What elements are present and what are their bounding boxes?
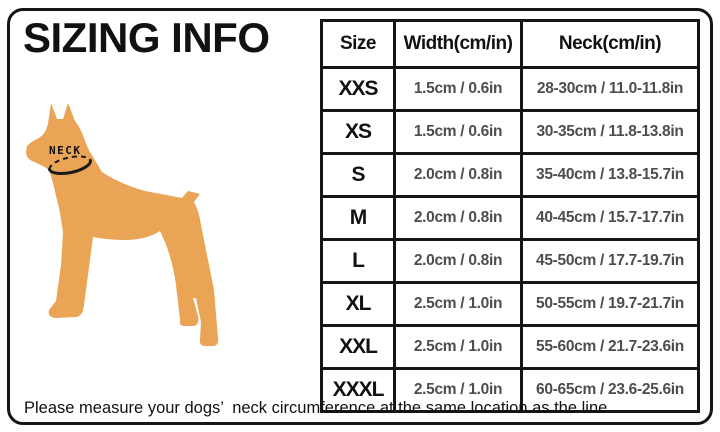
neck-cell: 28-30cm / 11.0-11.8in	[520, 66, 700, 112]
neck-line-dashed	[48, 155, 92, 170]
size-cell: XXXL	[320, 367, 396, 413]
size-cell: XXS	[320, 66, 396, 112]
neck-cell: 45-50cm / 17.7-19.7in	[520, 238, 700, 284]
size-cell: XL	[320, 281, 396, 327]
width-cell: 1.5cm / 0.6in	[393, 66, 523, 112]
table-row: XS 1.5cm / 0.6in 30-35cm / 11.8-13.8in	[320, 109, 700, 155]
width-cell: 2.0cm / 0.8in	[393, 152, 523, 198]
table-row: XXXL 2.5cm / 1.0in 60-65cm / 23.6-25.6in	[320, 367, 700, 413]
size-cell: XS	[320, 109, 396, 155]
neck-cell: 30-35cm / 11.8-13.8in	[520, 109, 700, 155]
neck-cell: 35-40cm / 13.8-15.7in	[520, 152, 700, 198]
size-cell: S	[320, 152, 396, 198]
sizing-table: Size Width(cm/in) Neck(cm/in) XXS 1.5cm …	[320, 19, 700, 413]
column-header-neck: Neck(cm/in)	[520, 19, 700, 69]
width-cell: 2.0cm / 0.8in	[393, 195, 523, 241]
dog-illustration: NECK	[26, 103, 219, 346]
table-row: XXS 1.5cm / 0.6in 28-30cm / 11.0-11.8in	[320, 66, 700, 112]
neck-cell: 40-45cm / 15.7-17.7in	[520, 195, 700, 241]
width-cell: 2.5cm / 1.0in	[393, 324, 523, 370]
width-cell: 2.5cm / 1.0in	[393, 281, 523, 327]
column-header-size: Size	[320, 19, 396, 69]
width-cell: 1.5cm / 0.6in	[393, 109, 523, 155]
width-cell: 2.5cm / 1.0in	[393, 367, 523, 413]
table-row: XXL 2.5cm / 1.0in 55-60cm / 21.7-23.6in	[320, 324, 700, 370]
neck-cell: 55-60cm / 21.7-23.6in	[520, 324, 700, 370]
width-cell: 2.0cm / 0.8in	[393, 238, 523, 284]
page-title: SIZING INFO	[23, 14, 270, 61]
neck-label: NECK	[49, 144, 82, 157]
size-cell: L	[320, 238, 396, 284]
neck-cell: 50-55cm / 19.7-21.7in	[520, 281, 700, 327]
table-row: L 2.0cm / 0.8in 45-50cm / 17.7-19.7in	[320, 238, 700, 284]
table-row: S 2.0cm / 0.8in 35-40cm / 13.8-15.7in	[320, 152, 700, 198]
size-cell: M	[320, 195, 396, 241]
measurement-note: Please measure your dogs’ neck circumfer…	[24, 399, 612, 417]
column-header-width: Width(cm/in)	[393, 19, 523, 69]
neck-line-solid	[48, 159, 92, 176]
neck-cell: 60-65cm / 23.6-25.6in	[520, 367, 700, 413]
table-row: XL 2.5cm / 1.0in 50-55cm / 19.7-21.7in	[320, 281, 700, 327]
dog-silhouette	[26, 103, 219, 346]
table-row: M 2.0cm / 0.8in 40-45cm / 15.7-17.7in	[320, 195, 700, 241]
size-cell: XXL	[320, 324, 396, 370]
table-header-row: Size Width(cm/in) Neck(cm/in)	[320, 19, 700, 69]
